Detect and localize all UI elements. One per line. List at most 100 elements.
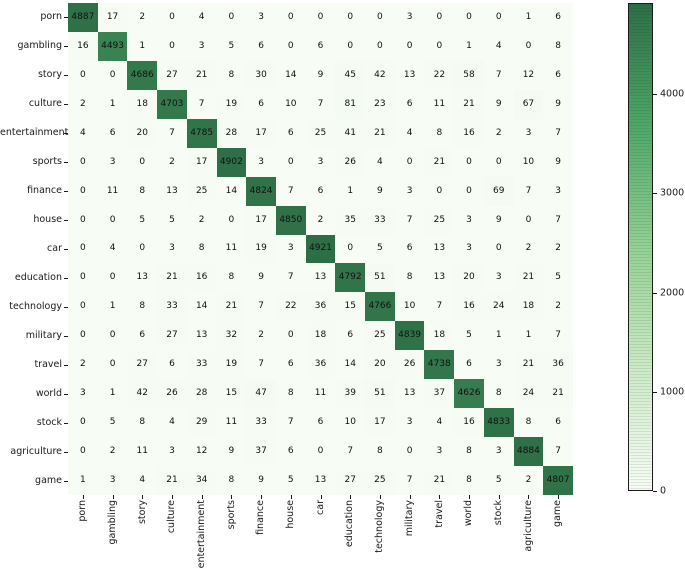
y-tick-label: sports — [32, 156, 62, 168]
heatmap-cell: 3 — [543, 176, 573, 206]
heatmap-cell: 4884 — [513, 437, 544, 467]
x-tick-label: technology — [374, 500, 386, 553]
heatmap-cell: 19 — [216, 350, 247, 380]
colorbar-tick-mark — [653, 292, 657, 294]
heatmap-cell: 1 — [513, 3, 544, 32]
y-tick-label: world — [35, 387, 62, 399]
heatmap-cell: 1 — [68, 466, 98, 495]
heatmap-cell: 21 — [216, 292, 247, 322]
heatmap-cell: 27 — [157, 321, 187, 351]
heatmap-cell: 5 — [275, 466, 306, 495]
heatmap-cell: 7 — [186, 89, 217, 119]
heatmap-cell: 6 — [275, 350, 306, 380]
colorbar-tick-label: 1000 — [660, 386, 685, 398]
x-tick-mark — [261, 495, 263, 499]
heatmap-cell: 0 — [454, 176, 484, 206]
heatmap-cell: 4 — [424, 408, 455, 438]
heatmap-cell: 7 — [157, 118, 187, 148]
heatmap-cell: 0 — [68, 205, 98, 235]
colorbar-gradient — [628, 3, 653, 491]
heatmap-cell: 1 — [127, 31, 158, 61]
heatmap-cell: 17 — [246, 205, 276, 235]
y-tick-mark — [64, 393, 68, 395]
heatmap-cell: 8 — [216, 60, 247, 90]
y-tick-mark — [64, 75, 68, 77]
heatmap-cell: 1 — [454, 31, 484, 61]
heatmap-cell: 26 — [157, 379, 187, 409]
y-tick-label: agriculture — [10, 445, 62, 457]
heatmap-cell: 0 — [424, 176, 455, 206]
heatmap-cell: 28 — [216, 118, 247, 148]
heatmap-cell: 6 — [454, 350, 484, 380]
heatmap-cell: 20 — [454, 263, 484, 293]
y-tick-label: stock — [36, 416, 62, 428]
heatmap-cell: 6 — [335, 321, 366, 351]
heatmap-cell: 24 — [513, 379, 544, 409]
x-tick-label: stock — [492, 500, 504, 526]
heatmap-cell: 21 — [186, 60, 217, 90]
heatmap-cell: 7 — [394, 205, 425, 235]
heatmap-cell: 51 — [365, 379, 395, 409]
colorbar-tick-mark — [653, 193, 657, 195]
heatmap-cell: 3 — [424, 437, 455, 467]
heatmap-cell: 0 — [68, 437, 98, 467]
x-tick-mark — [409, 495, 411, 499]
heatmap-cell: 6 — [246, 31, 276, 61]
heatmap-cell: 11 — [127, 437, 158, 467]
x-tick-label: game — [552, 500, 564, 527]
heatmap-cell: 4887 — [68, 3, 98, 32]
heatmap-cell: 6 — [127, 321, 158, 351]
heatmap-cell: 7 — [543, 321, 573, 351]
heatmap-cell: 7 — [305, 89, 336, 119]
heatmap-cell: 3 — [246, 3, 276, 32]
heatmap-cell: 0 — [275, 31, 306, 61]
heatmap-cell: 25 — [424, 205, 455, 235]
heatmap-cell: 6 — [543, 60, 573, 90]
heatmap-cell: 4 — [394, 118, 425, 148]
heatmap-cell: 36 — [305, 292, 336, 322]
heatmap-cell: 4 — [365, 147, 395, 177]
heatmap-cell: 2 — [483, 118, 514, 148]
heatmap-cell: 13 — [424, 263, 455, 293]
y-tick-label: military — [25, 329, 62, 341]
x-tick-label: military — [403, 500, 415, 537]
heatmap-cell: 2 — [157, 147, 187, 177]
heatmap-cell: 1 — [483, 321, 514, 351]
heatmap-cell: 20 — [365, 350, 395, 380]
heatmap-cell: 24 — [483, 292, 514, 322]
y-tick-label: porn — [40, 11, 62, 23]
heatmap-cell: 3 — [394, 408, 425, 438]
heatmap-cell: 0 — [216, 3, 247, 32]
heatmap-cell: 8 — [127, 408, 158, 438]
heatmap-cell: 0 — [68, 234, 98, 264]
heatmap-cell: 6 — [543, 408, 573, 438]
y-tick-label: gambling — [17, 40, 62, 52]
heatmap-cell: 8 — [424, 118, 455, 148]
heatmap-cell: 7 — [275, 176, 306, 206]
heatmap-cell: 15 — [216, 379, 247, 409]
heatmap-cell: 0 — [97, 321, 128, 351]
heatmap-cell: 0 — [483, 147, 514, 177]
heatmap-cell: 11 — [305, 379, 336, 409]
heatmap-cell: 0 — [275, 147, 306, 177]
x-tick-label: travel — [433, 500, 445, 528]
heatmap-cell: 12 — [513, 60, 544, 90]
heatmap-cell: 6 — [543, 3, 573, 32]
heatmap-cell: 4766 — [365, 292, 395, 322]
heatmap-cell: 7 — [394, 466, 425, 495]
heatmap-cell: 6 — [305, 176, 336, 206]
heatmap-cell: 3 — [394, 3, 425, 32]
x-tick-label: agriculture — [522, 500, 534, 552]
heatmap-cell: 0 — [394, 437, 425, 467]
heatmap-cell: 16 — [186, 263, 217, 293]
x-tick-label: finance — [255, 500, 267, 535]
x-tick-mark — [142, 495, 144, 499]
heatmap-cell: 0 — [97, 263, 128, 293]
heatmap-cell: 9 — [483, 89, 514, 119]
colorbar-tick-label: 2000 — [660, 286, 685, 298]
heatmap-cell: 8 — [454, 466, 484, 495]
heatmap-cell: 21 — [424, 147, 455, 177]
heatmap-cell: 22 — [424, 60, 455, 90]
heatmap-cell: 0 — [68, 292, 98, 322]
